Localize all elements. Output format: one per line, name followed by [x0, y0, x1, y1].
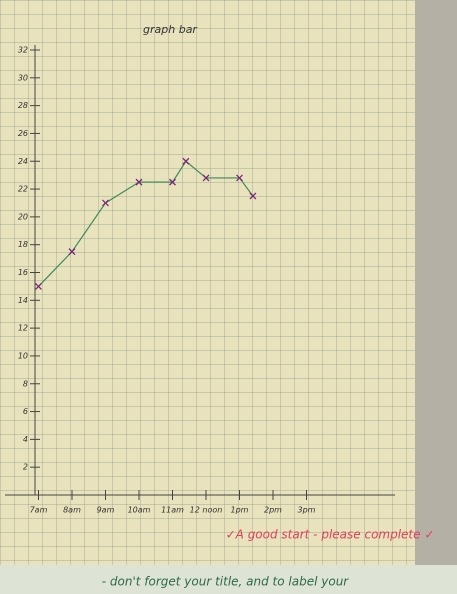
desk-edge [415, 0, 457, 594]
y-tick-label: 26 [18, 129, 28, 138]
y-tick-label: 12 [18, 324, 28, 333]
x-tick-label: 10am [128, 506, 151, 515]
x-tick-label: 7am [30, 506, 48, 515]
y-tick-label: 2 [23, 463, 28, 472]
chart: graph bar ✓A good start - please complet… [0, 0, 457, 594]
teacher-comment: ✓A good start - please complete ✓ [226, 528, 435, 542]
x-tick-label: 2pm [264, 506, 282, 515]
y-tick-label: 4 [23, 435, 28, 444]
x-tick-label: 3pm [298, 506, 316, 515]
chart-title: graph bar [143, 23, 198, 36]
y-tick-label: 18 [18, 240, 28, 249]
x-tick-label: 8am [63, 506, 81, 515]
y-tick-label: 14 [18, 296, 28, 305]
y-tick-label: 10 [18, 351, 28, 360]
y-tick-label: 22 [18, 185, 28, 194]
x-tick-label: 9am [97, 506, 115, 515]
y-tick-label: 8 [23, 379, 28, 388]
y-tick-label: 16 [18, 268, 28, 277]
y-tick-label: 32 [18, 46, 28, 55]
teacher-comment: - don't forget your title, and to label … [102, 575, 350, 589]
y-tick-label: 30 [18, 73, 28, 82]
y-tick-label: 28 [18, 101, 28, 110]
x-tick-label: 11am [161, 506, 184, 515]
x-tick-label: 12 noon [190, 506, 223, 515]
x-tick-label: 1pm [231, 506, 249, 515]
y-tick-label: 24 [18, 157, 28, 166]
y-tick-label: 6 [23, 407, 28, 416]
page: graph bar ✓A good start - please complet… [0, 0, 457, 594]
graph-paper [0, 0, 415, 565]
y-tick-label: 20 [18, 212, 28, 221]
